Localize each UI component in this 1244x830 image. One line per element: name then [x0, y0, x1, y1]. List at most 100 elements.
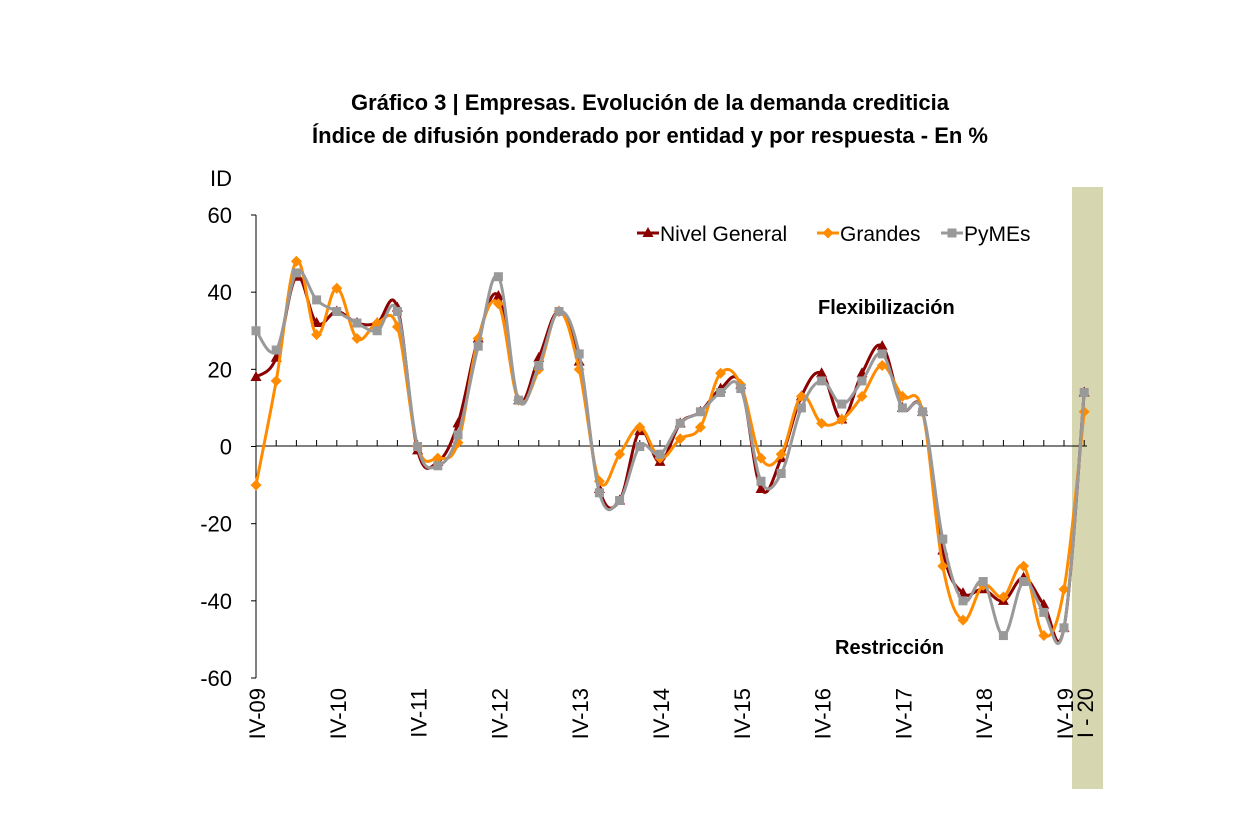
data-point [271, 345, 281, 355]
x-tick-label: IV-13 [568, 688, 593, 739]
data-point [716, 387, 726, 397]
data-point [331, 282, 343, 294]
chart-subtitle: Índice de difusión ponderado por entidad… [312, 123, 988, 148]
data-point [493, 272, 503, 282]
y-tick-label: 60 [208, 203, 232, 228]
data-point [877, 349, 887, 359]
y-tick-label: -40 [200, 589, 232, 614]
data-point [836, 413, 848, 425]
data-point [332, 306, 342, 316]
data-point [897, 403, 907, 413]
data-point [998, 631, 1008, 641]
data-point [796, 403, 806, 413]
legend-item: Grandes [817, 223, 921, 246]
x-tick-label: IV-15 [730, 688, 755, 739]
legend: Nivel General Grandes PyMEs [637, 223, 1031, 246]
data-point [615, 496, 625, 506]
data-point [291, 268, 301, 278]
data-point [1038, 630, 1050, 642]
data-point [857, 376, 867, 386]
data-point [492, 298, 504, 310]
data-point [695, 407, 705, 417]
annotation-flexibilizacion: Flexibilización [818, 297, 955, 319]
data-point [312, 295, 322, 305]
y-tick-label: -60 [200, 666, 232, 691]
data-point [413, 442, 423, 451]
y-tick-label: 20 [208, 357, 232, 382]
data-point [1019, 577, 1029, 587]
data-point [755, 452, 767, 464]
x-tick-label: IV-17 [891, 688, 916, 739]
data-point [554, 306, 564, 316]
data-point [1039, 607, 1049, 617]
data-point [250, 479, 262, 491]
legend-marker [947, 228, 957, 238]
data-point [492, 290, 504, 301]
data-point [250, 371, 262, 382]
legend-label: Grandes [840, 223, 921, 246]
data-point [453, 430, 463, 440]
data-point [351, 332, 363, 344]
data-point [837, 399, 847, 409]
data-point [776, 469, 786, 479]
x-tick-label: IV-12 [487, 688, 512, 739]
data-point [937, 560, 949, 572]
data-point [614, 448, 626, 460]
series-3 [251, 268, 1089, 646]
data-point [755, 482, 767, 493]
data-point [473, 341, 483, 351]
y-axis-label: ID [210, 166, 232, 191]
data-point [290, 255, 302, 267]
data-point [957, 614, 969, 626]
legend-label: Nivel General [660, 223, 787, 246]
data-point [918, 407, 928, 417]
data-point [736, 384, 746, 394]
x-tick-label: IV-19 [1053, 688, 1078, 739]
data-point [978, 577, 988, 587]
x-tick-label: IV-10 [326, 688, 351, 739]
data-point [817, 376, 827, 386]
data-point [876, 359, 888, 371]
x-tick-label: I - 20 [1073, 688, 1098, 738]
data-point [715, 367, 727, 379]
x-tick-label: IV-11 [407, 688, 432, 738]
legend-label: PyMEs [964, 223, 1031, 246]
data-point [251, 326, 261, 336]
legend-item: Nivel General [637, 223, 787, 246]
chart-title: Gráfico 3 | Empresas. Evolución de la de… [351, 90, 949, 115]
data-point [1079, 387, 1089, 397]
data-point [876, 340, 888, 351]
x-tick-label: IV-14 [649, 688, 674, 739]
y-tick-label: 40 [208, 280, 232, 305]
y-tick-label: -20 [200, 512, 232, 537]
data-point [372, 326, 382, 336]
data-point [311, 329, 323, 341]
x-tick-label: IV-18 [972, 688, 997, 739]
data-point [1058, 583, 1070, 595]
data-point [674, 433, 686, 445]
data-point [433, 461, 443, 471]
y-tick-label: 0 [220, 435, 232, 460]
legend-item: PyMEs [941, 223, 1031, 246]
data-point [775, 448, 787, 460]
data-point [1059, 623, 1069, 633]
data-point [675, 418, 685, 428]
data-point [997, 591, 1009, 603]
data-point [816, 367, 828, 378]
data-point [635, 442, 645, 451]
data-point [694, 421, 706, 433]
data-point [938, 534, 948, 544]
x-tick-label: IV-09 [245, 688, 270, 739]
data-point [634, 421, 646, 433]
data-point [756, 476, 766, 486]
x-tick-label: IV-16 [811, 688, 836, 739]
data-point [432, 452, 444, 464]
data-point [534, 360, 544, 370]
data-point [392, 306, 402, 316]
series-line [254, 269, 1086, 646]
data-point [574, 349, 584, 359]
data-point [594, 488, 604, 498]
data-point [514, 395, 524, 405]
annotation-restriccion: Restricción [835, 637, 944, 659]
